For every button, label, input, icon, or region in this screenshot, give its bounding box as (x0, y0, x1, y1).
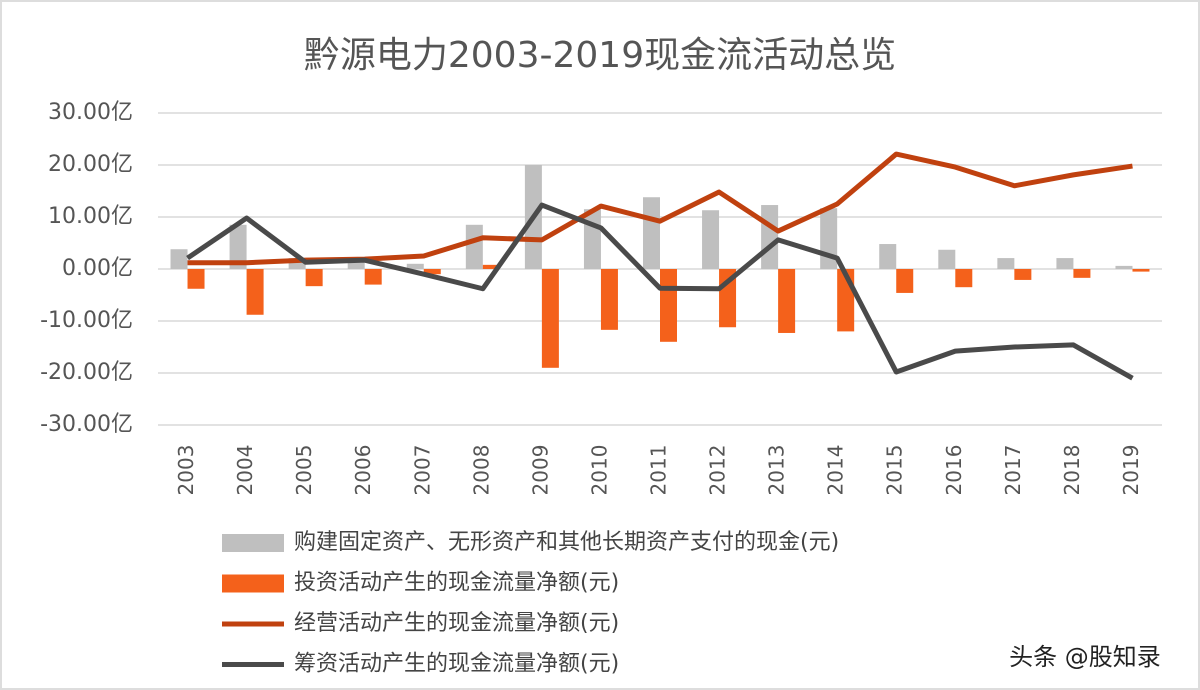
y-tick-label: 0.00亿 (62, 256, 133, 281)
bar (778, 269, 796, 333)
legend-label: 投资活动产生的现金流量净额(元) (294, 571, 619, 596)
bar (896, 269, 914, 293)
bar (423, 269, 441, 275)
bar (600, 269, 618, 330)
bar (997, 258, 1015, 269)
x-tick-label: 2009 (528, 445, 552, 496)
bar (347, 258, 365, 269)
bar (187, 269, 205, 289)
bar (229, 224, 247, 269)
bar (583, 209, 601, 269)
bar (364, 269, 382, 285)
y-tick-label: -10.00亿 (40, 308, 133, 333)
bar (541, 269, 559, 368)
bar (465, 224, 483, 269)
legend-label: 经营活动产生的现金流量净额(元) (294, 611, 619, 636)
x-tick-label: 2006 (351, 445, 375, 496)
x-tick-label: 2012 (706, 445, 730, 496)
bar (1014, 269, 1032, 280)
x-tick-label: 2011 (647, 445, 671, 496)
x-tick-label: 2004 (233, 445, 257, 496)
x-tick-label: 2017 (1001, 445, 1025, 496)
bar (246, 269, 264, 315)
y-tick-label: 30.00亿 (48, 100, 133, 125)
bar (1056, 258, 1074, 269)
x-tick-label: 2007 (410, 445, 434, 496)
bar (643, 197, 660, 269)
y-tick-label: 10.00亿 (48, 204, 133, 229)
bar (170, 249, 188, 269)
x-tick-label: 2010 (587, 445, 611, 496)
bar (305, 269, 323, 287)
x-tick-label: 2003 (174, 445, 198, 496)
x-tick-label: 2016 (942, 445, 966, 496)
bar (955, 269, 973, 288)
x-tick-label: 2019 (1119, 445, 1143, 496)
legend-label: 筹资活动产生的现金流量净额(元) (294, 652, 619, 677)
x-tick-label: 2014 (824, 445, 848, 496)
x-tick-label: 2005 (292, 445, 316, 496)
bar (288, 258, 306, 269)
y-tick-label: 20.00亿 (48, 152, 133, 177)
y-tick-label: -20.00亿 (40, 360, 133, 385)
bar (406, 263, 424, 269)
legend-swatch (222, 534, 284, 552)
y-tick-label: -30.00亿 (40, 412, 133, 437)
bar (1132, 269, 1150, 272)
x-tick-label: 2008 (469, 445, 493, 496)
legend-swatch (222, 574, 284, 593)
bar (1115, 265, 1133, 269)
bar (702, 210, 720, 269)
x-tick-label: 2018 (1060, 445, 1084, 496)
legend-label: 购建固定资产、无形资产和其他长期资产支付的现金(元) (294, 530, 839, 555)
x-tick-label: 2015 (883, 445, 907, 496)
x-tick-label: 2013 (765, 445, 789, 496)
watermark: 头条 @股知录 (1009, 643, 1161, 671)
bar (660, 269, 677, 342)
line (186, 202, 1134, 381)
bar (938, 249, 956, 269)
bar (482, 264, 500, 269)
bar (879, 244, 897, 269)
bar (1073, 269, 1091, 278)
chart-title: 黔源电力2003-2019现金流活动总览 (304, 35, 896, 76)
bar (761, 205, 779, 269)
